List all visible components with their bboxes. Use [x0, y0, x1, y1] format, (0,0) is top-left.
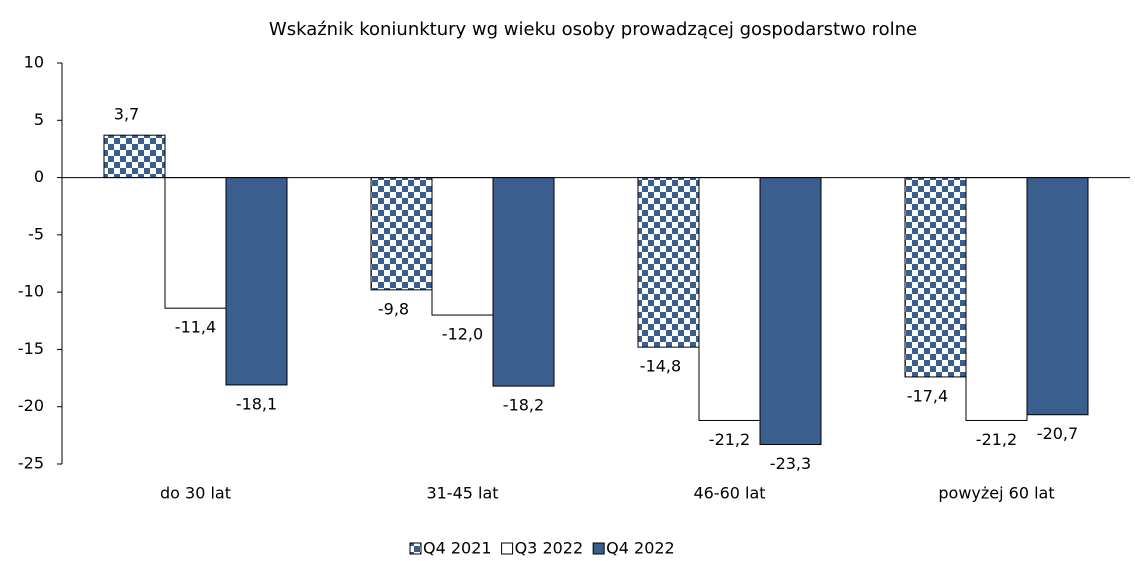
legend-label: Q3 2022 [515, 539, 584, 558]
value-label: -21,2 [709, 430, 750, 449]
value-label: -12,0 [442, 325, 483, 344]
x-tick-label: do 30 lat [160, 484, 231, 503]
legend-swatch [501, 542, 514, 555]
value-label: -20,7 [1037, 424, 1078, 443]
legend-swatch [592, 542, 605, 555]
bar [492, 177, 555, 387]
value-label: -17,4 [907, 386, 948, 405]
legend-swatch [409, 542, 422, 555]
bar [225, 177, 288, 386]
bar [759, 177, 822, 446]
legend-label: Q4 2021 [423, 539, 492, 558]
bar [1026, 177, 1089, 416]
y-tick-label: 5 [34, 110, 44, 129]
x-tick-label: 31-45 lat [426, 484, 498, 503]
bar [431, 177, 494, 316]
value-label: 3,7 [114, 105, 139, 124]
x-tick-label: powyżej 60 lat [938, 484, 1054, 503]
bar [370, 177, 433, 291]
chart-title: Wskaźnik koniunktury wg wieku osoby prow… [269, 19, 917, 40]
y-tick-label: 0 [34, 167, 44, 186]
y-tick-label: -25 [18, 454, 44, 473]
y-tick-label: -5 [28, 224, 44, 243]
y-tick-label: 10 [24, 53, 44, 72]
value-label: -18,2 [503, 396, 544, 415]
value-label: -14,8 [640, 357, 681, 376]
value-label: -9,8 [378, 299, 409, 318]
x-tick-label: 46-60 lat [693, 484, 765, 503]
value-label: -23,3 [770, 454, 811, 473]
bar [103, 134, 166, 179]
y-tick-label: -15 [18, 339, 44, 358]
bar [164, 177, 227, 309]
value-label: -21,2 [976, 430, 1017, 449]
value-label: -18,1 [236, 394, 277, 413]
bar [904, 177, 967, 378]
y-tick-label: -20 [18, 396, 44, 415]
value-label: -11,4 [175, 318, 216, 337]
bar [637, 177, 700, 348]
y-tick-label: -10 [18, 282, 44, 301]
legend-label: Q4 2022 [606, 539, 675, 558]
bar [965, 177, 1028, 421]
bar [698, 177, 761, 421]
